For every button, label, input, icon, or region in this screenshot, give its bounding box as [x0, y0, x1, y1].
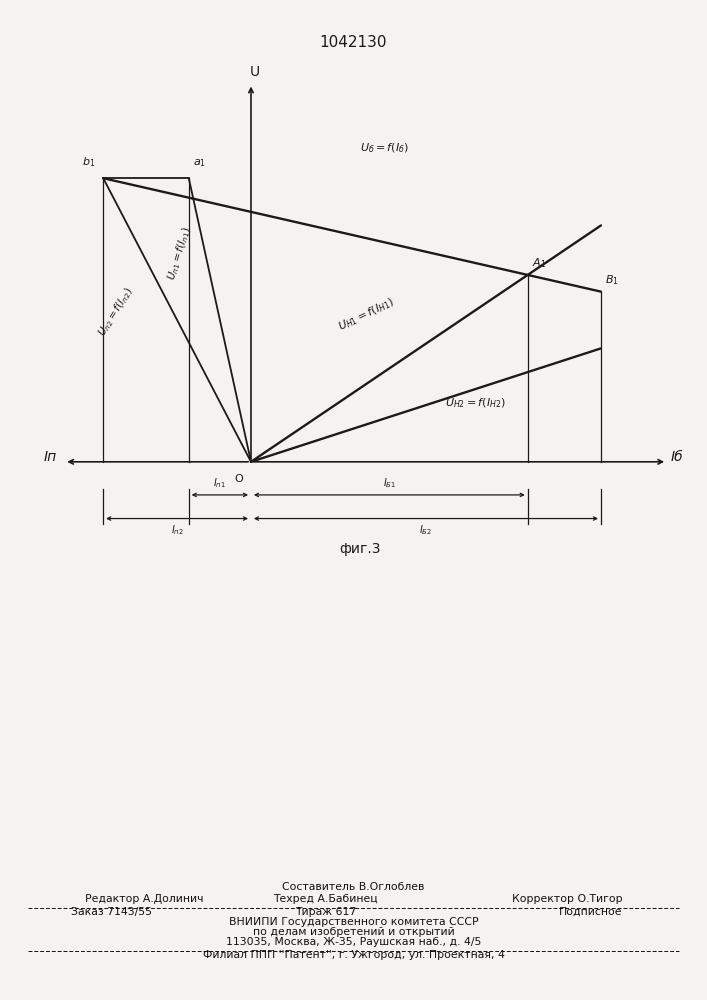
- Text: Корректор О.Тигор: Корректор О.Тигор: [512, 894, 622, 904]
- Text: по делам изобретений и открытий: по делам изобретений и открытий: [252, 927, 455, 937]
- Text: $I_{Б1}$: $I_{Б1}$: [382, 476, 396, 490]
- Text: O: O: [235, 474, 243, 484]
- Text: 113035, Москва, Ж-35, Раушская наб., д. 4/5: 113035, Москва, Ж-35, Раушская наб., д. …: [226, 937, 481, 947]
- Text: Редактор А.Долинич: Редактор А.Долинич: [85, 894, 204, 904]
- Text: $U_б=f(I_б)$: $U_б=f(I_б)$: [360, 141, 409, 155]
- Text: $B_1$: $B_1$: [605, 273, 619, 287]
- Text: $I_{Б2}$: $I_{Б2}$: [419, 524, 433, 537]
- Text: $U_{п1}=f(I_{п1})$: $U_{п1}=f(I_{п1})$: [165, 225, 194, 282]
- Text: Подписное: Подписное: [559, 907, 622, 917]
- Text: $A_1$: $A_1$: [532, 256, 546, 270]
- Text: Iп: Iп: [43, 450, 57, 464]
- Text: Заказ 7143/55: Заказ 7143/55: [71, 907, 152, 917]
- Text: ВНИИПИ Государственного комитета СССР: ВНИИПИ Государственного комитета СССР: [228, 917, 479, 927]
- Text: $U_{п2}=f(I_{п2})$: $U_{п2}=f(I_{п2})$: [95, 285, 136, 339]
- Text: Филиал ППП ''Патент'', г. Ужгород, ул. Проектная, 4: Филиал ППП ''Патент'', г. Ужгород, ул. П…: [203, 950, 504, 960]
- Text: Составитель В.Оглоблев: Составитель В.Оглоблев: [282, 882, 425, 892]
- Text: фиг.3: фиг.3: [339, 542, 380, 556]
- Text: Тираж 617: Тираж 617: [295, 907, 356, 917]
- Text: $U_{H1}=f(I_{H1})$: $U_{H1}=f(I_{H1})$: [337, 295, 397, 334]
- Text: $a_1$: $a_1$: [193, 157, 206, 169]
- Text: U: U: [250, 65, 260, 79]
- Text: $U_{H2}=f(I_{H2})$: $U_{H2}=f(I_{H2})$: [445, 396, 506, 410]
- Text: Iб: Iб: [671, 450, 684, 464]
- Text: 1042130: 1042130: [320, 35, 387, 50]
- Text: $b_1$: $b_1$: [82, 155, 95, 169]
- Text: $I_{п2}$: $I_{п2}$: [170, 524, 184, 537]
- Text: $I_{п1}$: $I_{п1}$: [214, 476, 226, 490]
- Text: Техред А.Бабинец: Техред А.Бабинец: [273, 894, 378, 904]
